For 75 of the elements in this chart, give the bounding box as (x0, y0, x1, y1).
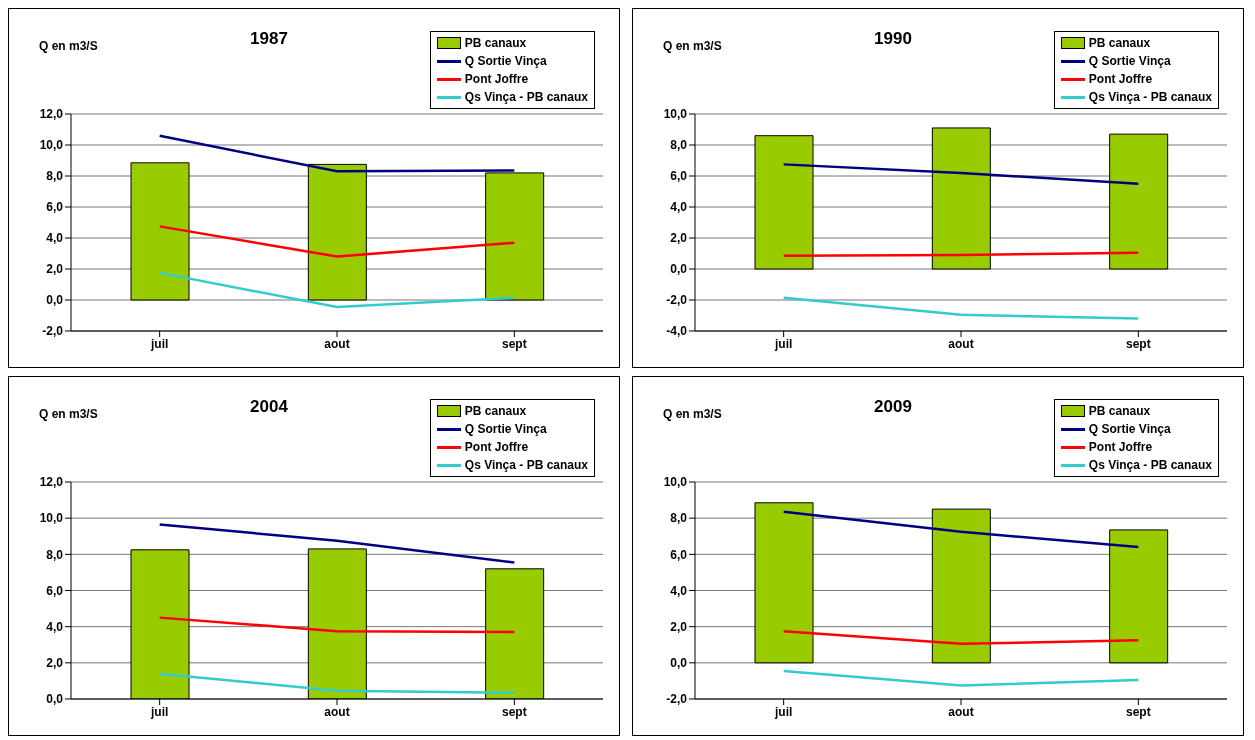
legend-label: Qs Vinça - PB canaux (464, 458, 588, 472)
bar (931, 127, 991, 270)
y-tick-label: 8,0 (46, 547, 64, 562)
legend-label: Q Sortie Vinça (1088, 54, 1171, 68)
legend-label: Qs Vinça - PB canaux (1088, 458, 1212, 472)
x-tick-label: aout (324, 704, 350, 719)
y-tick-label: 8,0 (46, 169, 64, 184)
legend-label: Q Sortie Vinça (464, 422, 547, 436)
y-tick-label: 10,0 (39, 511, 64, 526)
y-tick-label: 10,0 (663, 107, 688, 122)
y-tick-label: 2,0 (670, 231, 688, 246)
x-tick-label: juil (773, 704, 793, 719)
y-tick-label: 2,0 (670, 619, 688, 634)
legend-label: Qs Vinça - PB canaux (464, 90, 588, 104)
y-tick-label: 2,0 (46, 262, 64, 277)
y-tick-label: -2,0 (666, 293, 688, 308)
legend-label: Pont Joffre (1088, 440, 1153, 454)
legend-label: Pont Joffre (1088, 72, 1153, 86)
y-tick-label: 12,0 (39, 107, 64, 122)
legend-label: Pont Joffre (464, 440, 529, 454)
chart-title: 2004 (250, 397, 288, 416)
x-tick-label: juil (149, 336, 169, 351)
legend-label: Q Sortie Vinça (1088, 422, 1171, 436)
legend-label: PB canaux (464, 36, 527, 50)
legend-label: Qs Vinça - PB canaux (1088, 90, 1212, 104)
y-tick-label: 8,0 (670, 138, 688, 153)
chart-title: 2009 (874, 397, 912, 416)
bar (1109, 529, 1169, 664)
y-tick-label: -4,0 (666, 324, 688, 339)
y-tick-label: 0,0 (46, 293, 64, 308)
y-tick-label: 0,0 (670, 656, 688, 671)
x-tick-label: sept (501, 336, 527, 351)
y-tick-label: 4,0 (670, 583, 688, 598)
x-tick-label: juil (773, 336, 793, 351)
y-axis-title: Q en m3/S (39, 407, 98, 421)
y-tick-label: 0,0 (46, 692, 64, 707)
x-tick-label: juil (149, 704, 169, 719)
chart-title: 1990 (874, 29, 912, 48)
y-tick-label: -2,0 (666, 692, 688, 707)
x-tick-label: sept (1125, 704, 1151, 719)
x-tick-label: aout (324, 336, 350, 351)
y-tick-label: -2,0 (42, 324, 64, 339)
bar (485, 172, 545, 301)
y-tick-label: 4,0 (46, 231, 64, 246)
x-tick-label: sept (501, 704, 527, 719)
y-tick-label: 4,0 (46, 619, 64, 634)
y-tick-label: 8,0 (670, 511, 688, 526)
x-tick-label: aout (948, 704, 974, 719)
legend-label: PB canaux (1088, 36, 1151, 50)
legend-label: Q Sortie Vinça (464, 54, 547, 68)
bar (931, 508, 991, 664)
legend-label: PB canaux (464, 404, 527, 418)
y-axis-title: Q en m3/S (663, 39, 722, 53)
y-tick-label: 10,0 (39, 138, 64, 153)
bar (1109, 133, 1169, 270)
y-tick-label: 6,0 (46, 583, 64, 598)
y-tick-label: 2,0 (46, 656, 64, 671)
y-tick-label: 0,0 (670, 262, 688, 277)
x-tick-label: sept (1125, 336, 1151, 351)
y-tick-label: 6,0 (46, 200, 64, 215)
y-tick-label: 6,0 (670, 169, 688, 184)
legend-label: Pont Joffre (464, 72, 529, 86)
chart-title: 1987 (250, 29, 288, 48)
y-axis-title: Q en m3/S (663, 407, 722, 421)
legend-label: PB canaux (1088, 404, 1151, 418)
y-axis-title: Q en m3/S (39, 39, 98, 53)
bar (130, 162, 190, 301)
bar (754, 502, 814, 664)
y-tick-label: 6,0 (670, 547, 688, 562)
y-tick-label: 12,0 (39, 475, 64, 490)
y-tick-label: 10,0 (663, 475, 688, 490)
x-tick-label: aout (948, 336, 974, 351)
bar (307, 163, 367, 301)
bar (754, 135, 814, 270)
y-tick-label: 4,0 (670, 200, 688, 215)
